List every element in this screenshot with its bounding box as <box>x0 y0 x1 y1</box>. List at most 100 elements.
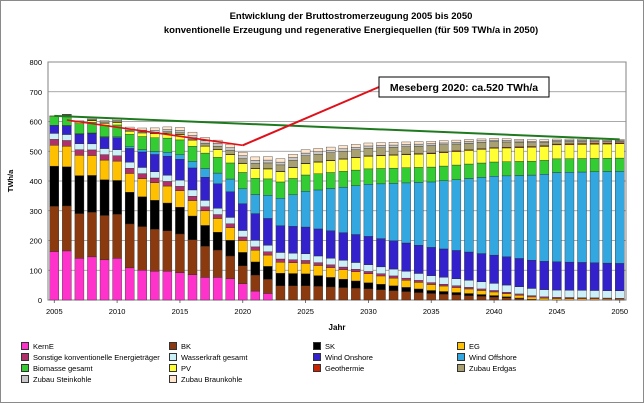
bar-segment <box>313 275 323 287</box>
bar-segment <box>212 157 223 174</box>
bar-segment <box>112 120 122 122</box>
bar-segment <box>300 155 311 164</box>
bar-segment <box>589 290 600 299</box>
legend-item: SK <box>313 341 335 351</box>
bar-segment <box>527 141 537 143</box>
bar-segment <box>212 249 223 278</box>
bar-segment <box>338 171 348 188</box>
bar-segment <box>187 131 198 136</box>
x-tick-label: 2025 <box>297 307 314 316</box>
bar-segment <box>49 139 59 146</box>
bar-segment <box>99 215 110 261</box>
bar-segment <box>351 157 361 171</box>
bar-segment <box>250 274 261 292</box>
bar-segment <box>326 277 336 288</box>
bar-segment <box>162 126 173 130</box>
bar-segment <box>275 158 286 163</box>
bar-segment <box>288 154 298 158</box>
bar-segment <box>112 160 122 181</box>
bar-segment <box>162 129 173 132</box>
bar-segment <box>87 212 97 258</box>
bar-segment <box>200 277 210 301</box>
bar-segment <box>238 236 248 241</box>
bar-segment <box>225 191 235 218</box>
bar-segment <box>263 178 273 196</box>
legend-label: KernE <box>33 341 54 351</box>
bar-segment <box>250 163 261 169</box>
bar-segment <box>200 177 210 201</box>
bar-segment <box>87 175 97 213</box>
legend-swatch <box>169 364 177 372</box>
bar-segment <box>514 161 524 176</box>
bar-segment <box>489 283 499 291</box>
bar-segment <box>413 143 424 147</box>
legend-label: Wasserkraft gesamt <box>181 352 248 362</box>
bar-segment <box>74 143 85 150</box>
legend-item: Wasserkraft gesamt <box>169 352 247 362</box>
bar-segment <box>527 142 537 147</box>
y-tick-label: 500 <box>29 147 42 156</box>
bar-segment <box>326 152 336 161</box>
bar-segment <box>577 138 587 141</box>
bar-segment <box>552 297 562 299</box>
bar-segment <box>212 149 223 158</box>
bar-segment <box>476 142 487 149</box>
bar-segment <box>338 145 348 149</box>
bar-segment <box>313 262 323 266</box>
bar-segment <box>137 173 147 179</box>
bar-segment <box>238 252 248 266</box>
bar-segment <box>426 282 436 285</box>
y-tick-label: 700 <box>29 88 42 97</box>
bar-segment <box>137 167 147 174</box>
bar-segment <box>376 266 386 274</box>
bar-segment <box>527 259 537 289</box>
bar-segment <box>388 144 399 148</box>
legend-swatch <box>457 342 465 350</box>
bar-segment <box>187 167 198 191</box>
bar-segment <box>615 171 625 264</box>
bar-segment <box>137 151 147 168</box>
bar-segment <box>263 254 273 267</box>
legend-item: BK <box>169 341 191 351</box>
bar-segment <box>238 188 248 204</box>
bar-segment <box>263 278 273 294</box>
bar-segment <box>112 213 122 259</box>
bar-segment <box>338 186 348 233</box>
y-tick-label: 0 <box>38 296 42 305</box>
bar-segment <box>451 151 462 166</box>
bar-segment <box>489 148 499 163</box>
bar-segment <box>263 195 273 219</box>
bar-segment <box>564 298 575 301</box>
bar-segment <box>489 291 499 296</box>
bar-segment <box>162 202 173 231</box>
bar-segment <box>351 147 361 150</box>
bar-segment <box>338 269 348 280</box>
y-tick-label: 400 <box>29 177 42 186</box>
bar-segment <box>451 164 462 180</box>
annotation-reduction-line <box>66 119 243 147</box>
bar-segment <box>225 217 235 224</box>
bar-segment <box>250 290 261 301</box>
bar-segment <box>87 120 97 123</box>
bar-segment <box>313 151 323 155</box>
bar-segment <box>577 158 587 173</box>
bar-segment <box>376 147 386 156</box>
legend-item: Wind Onshore <box>313 352 373 362</box>
bar-segment <box>351 185 361 235</box>
bar-segment <box>250 240 261 248</box>
bar-segment <box>124 223 135 269</box>
bar-segment <box>363 264 374 272</box>
bar-segment <box>552 140 562 142</box>
bar-segment <box>124 168 135 174</box>
bar-segment <box>250 156 261 161</box>
bar-segment <box>426 181 436 248</box>
bar-segment <box>602 143 612 159</box>
bar-segment <box>476 288 487 291</box>
bar-segment <box>212 143 223 147</box>
bar-segment <box>539 296 550 299</box>
legend-item: Zubau Erdgas <box>457 363 516 373</box>
bar-segment <box>300 273 311 286</box>
bar-segment <box>363 148 374 156</box>
bar-segment <box>200 152 210 169</box>
